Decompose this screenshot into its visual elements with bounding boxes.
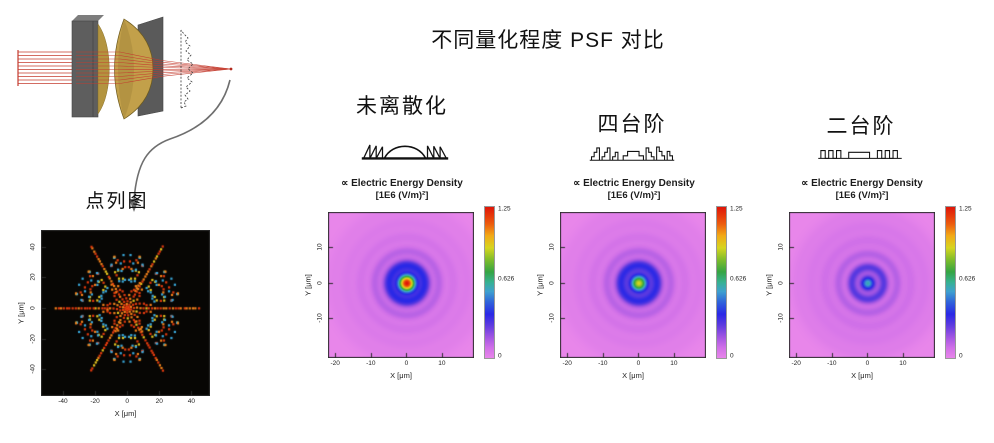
colorbar-tick-max: 1.25 [959,205,972,212]
psf-x-axis-label: X [μm] [851,371,873,380]
x-tick-label: 0 [404,360,409,367]
y-tick-label: 40 [29,242,37,251]
x-tick-label: -10 [827,360,837,367]
y-tick-label: -10 [316,313,324,324]
y-tick-label: 0 [548,280,556,285]
colorbar-tick-mid: 0.626 [498,275,515,283]
psf-y-axis-label: Y [μm] [303,274,313,296]
y-tick-label: -40 [29,364,37,375]
psf-title-line1: ∝ Electric Energy Density [341,178,463,189]
x-tick-label: -20 [791,360,801,367]
curved-arrow-icon [129,79,231,212]
input-rays-icon [17,50,76,86]
focused-rays-icon [76,51,232,84]
psf-plot-title-1: ∝ Electric Energy Density [1E6 (V/m)²] [292,178,512,201]
colorbar-tick-mid: 0.626 [730,275,747,283]
x-tick-label: 10 [438,360,446,367]
y-tick-label: 0 [29,306,37,310]
colorbar-tick-max: 1.25 [498,205,511,212]
psf-plot-title-3: ∝ Electric Energy Density [1E6 (V/m)²] [752,178,972,201]
colorbar-tick-max: 1.25 [730,205,743,212]
psf-x-axis-label: X [μm] [622,371,644,380]
lens-system-diagram [17,15,233,212]
gold-element-left [97,23,110,115]
x-tick-label: 10 [670,360,678,367]
four-step-relief-profile-icon [589,146,675,161]
method-label-two-step: 二台阶 [826,115,896,138]
diffractive-element-icon [180,29,194,109]
method-label-four-step: 四台阶 [597,113,667,136]
spot-diagram-plot: X [μm] Y [μm] -40 -20 0 20 40 40 20 0 -20 -40 [17,230,210,418]
x-tick-label: 10 [899,360,907,367]
psf-title-line2: [1E6 (V/m)²] [607,190,661,201]
x-tick-label: 0 [865,360,870,367]
colorbar-tick-mid: 0.626 [959,275,976,283]
colorbar-tick-min: 0 [730,352,734,360]
psf-plot-four-step: X [μm] Y [μm] -20 -10 0 10 10 0 -10 [536,212,706,380]
y-tick-label: -10 [777,313,785,324]
y-tick-label: 20 [29,273,37,281]
y-tick-label: 10 [316,243,324,251]
psf-plot-two-step: X [μm] Y [μm] -20 -10 0 10 10 0 -10 [765,212,935,380]
two-step-relief-profile-icon [818,150,902,159]
psf-plot-title-2: ∝ Electric Energy Density [1E6 (V/m)²] [524,178,744,201]
spot-y-axis-label: Y [μm] [16,302,26,324]
psf-plot-continuous: X [μm] Y [μm] -20 -10 0 10 10 0 -10 [304,212,474,380]
psf-y-axis-label: Y [μm] [535,274,545,296]
continuous-relief-profile-icon [361,144,449,160]
method-label-continuous: 未离散化 [356,95,448,118]
psf-title-line2: [1E6 (V/m)²] [375,190,429,201]
psf-title-line1: ∝ Electric Energy Density [573,178,695,189]
x-tick-label: 40 [187,398,196,405]
y-tick-label: -10 [548,313,556,324]
psf-colorbar-3: 1.25 0.626 0 [945,205,975,360]
psf-canvas-four-step [560,212,706,358]
psf-colorbar-2: 1.25 0.626 0 [716,205,746,360]
y-tick-label: 10 [548,243,556,251]
psf-y-axis-label: Y [μm] [764,274,774,296]
y-tick-label: 10 [777,243,785,251]
spot-diagram-label: 点列图 [85,191,149,212]
x-tick-label: 20 [155,398,163,405]
psf-canvas-two-step [789,212,935,358]
spot-x-axis-label: X [μm] [114,409,137,418]
y-tick-label: -20 [29,334,37,344]
psf-title-line2: [1E6 (V/m)²] [835,190,889,201]
colorbar-tick-min: 0 [498,352,502,360]
psf-colorbar-1: 1.25 0.626 0 [484,205,514,360]
page-title: 不同量化程度 PSF 对比 [431,29,665,52]
lens-block-left-icon [71,15,110,118]
x-tick-label: 0 [125,398,129,405]
psf-canvas-continuous [328,212,474,358]
y-tick-label: 0 [777,280,785,285]
y-tick-label: 0 [316,280,324,285]
psf-x-axis-label: X [μm] [390,371,412,380]
x-tick-label: 0 [636,360,641,367]
x-tick-label: -20 [90,398,100,405]
x-tick-label: -40 [58,398,68,405]
spot-diagram-canvas [41,230,210,396]
x-tick-label: -10 [598,360,608,367]
lens-shading [118,19,134,119]
x-tick-label: -10 [366,360,376,367]
focal-point-icon [229,67,233,71]
psf-title-line1: ∝ Electric Energy Density [801,178,923,189]
colorbar-tick-min: 0 [959,352,963,360]
x-tick-label: -20 [330,360,340,367]
x-tick-label: -20 [562,360,572,367]
